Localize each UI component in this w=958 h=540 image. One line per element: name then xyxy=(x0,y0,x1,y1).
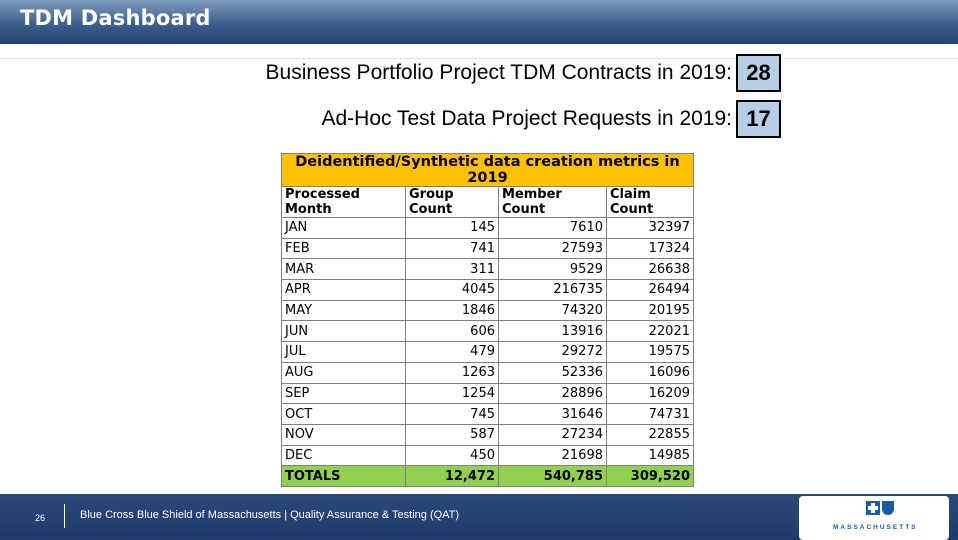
cell-claim-count: 26494 xyxy=(606,279,694,301)
table-totals-row: TOTALS 12,472 540,785 309,520 xyxy=(281,465,694,487)
metric-label-requests: Ad-Hoc Test Data Project Requests in 201… xyxy=(321,107,733,130)
table-row: MAR 311 9529 26638 xyxy=(281,258,694,281)
cell-month: MAY xyxy=(281,299,406,322)
cell-group-count: 311 xyxy=(405,258,499,281)
header-claim-count: Claim Count xyxy=(606,186,694,218)
cell-claim-count: 26638 xyxy=(606,258,694,281)
cell-member-count: 216735 xyxy=(498,279,607,301)
cell-member-count: 27234 xyxy=(498,423,607,446)
cell-month: MAR xyxy=(281,258,406,281)
bcbs-logo: MASSACHUSETTS xyxy=(799,496,949,540)
cell-claim-count: 17324 xyxy=(606,237,694,260)
cell-claim-count: 16209 xyxy=(606,382,694,405)
cell-group-count: 450 xyxy=(405,444,499,467)
cell-member-count: 7610 xyxy=(498,217,607,239)
footer-divider xyxy=(64,504,65,528)
cell-month: OCT xyxy=(281,403,406,425)
table-caption-row: Deidentified/Synthetic data creation met… xyxy=(281,153,694,187)
totals-claim-count: 309,520 xyxy=(606,465,694,487)
header-group-count: Group Count xyxy=(405,186,499,218)
cell-group-count: 745 xyxy=(405,403,499,425)
cell-claim-count: 14985 xyxy=(606,444,694,467)
cell-claim-count: 32397 xyxy=(606,217,694,239)
table-row: JUL 479 29272 19575 xyxy=(281,341,694,363)
cell-month: DEC xyxy=(281,444,406,467)
totals-group-count: 12,472 xyxy=(405,465,499,487)
cell-month: FEB xyxy=(281,237,406,260)
table-row: MAY 1846 74320 20195 xyxy=(281,299,694,322)
cell-claim-count: 20195 xyxy=(606,299,694,322)
cell-group-count: 1254 xyxy=(405,382,499,405)
cell-month: JUN xyxy=(281,320,406,343)
cell-claim-count: 16096 xyxy=(606,361,694,384)
slide-title: TDM Dashboard xyxy=(20,6,211,30)
cell-month: SEP xyxy=(281,382,406,405)
table-header-row: Processed Month Group Count Member Count… xyxy=(281,186,694,218)
cell-claim-count: 19575 xyxy=(606,341,694,363)
cell-month: JAN xyxy=(281,217,406,239)
table-row: NOV 587 27234 22855 xyxy=(281,423,694,446)
cell-group-count: 587 xyxy=(405,423,499,446)
table-row: FEB 741 27593 17324 xyxy=(281,237,694,260)
cell-member-count: 13916 xyxy=(498,320,607,343)
shield-icon xyxy=(882,501,894,515)
cell-member-count: 29272 xyxy=(498,341,607,363)
table-row: JAN 145 7610 32397 xyxy=(281,217,694,239)
cell-group-count: 4045 xyxy=(405,279,499,301)
table-row: DEC 450 21698 14985 xyxy=(281,444,694,467)
cell-claim-count: 74731 xyxy=(606,403,694,425)
cell-group-count: 606 xyxy=(405,320,499,343)
table-body: JAN 145 7610 32397 FEB 741 27593 17324 MAR 311 952… xyxy=(281,217,694,467)
cell-group-count: 741 xyxy=(405,237,499,260)
header-processed-month: Processed Month xyxy=(281,186,406,218)
totals-label: TOTALS xyxy=(281,465,406,487)
table-row: JUN 606 13916 22021 xyxy=(281,320,694,343)
cell-member-count: 28896 xyxy=(498,382,607,405)
table-row: SEP 1254 28896 16209 xyxy=(281,382,694,405)
table-row: OCT 745 31646 74731 xyxy=(281,403,694,425)
cell-group-count: 145 xyxy=(405,217,499,239)
cell-claim-count: 22021 xyxy=(606,320,694,343)
cell-member-count: 27593 xyxy=(498,237,607,260)
title-divider xyxy=(0,58,958,59)
cell-claim-count: 22855 xyxy=(606,423,694,446)
cell-month: AUG xyxy=(281,361,406,384)
title-bar: TDM Dashboard xyxy=(0,0,958,44)
totals-member-count: 540,785 xyxy=(498,465,607,487)
cell-month: APR xyxy=(281,279,406,301)
footer-text: Blue Cross Blue Shield of Massachusetts … xyxy=(80,509,460,521)
cell-month: JUL xyxy=(281,341,406,363)
table-row: AUG 1263 52336 16096 xyxy=(281,361,694,384)
cell-member-count: 31646 xyxy=(498,403,607,425)
cell-member-count: 52336 xyxy=(498,361,607,384)
table-row: APR 4045 216735 26494 xyxy=(281,279,694,301)
metric-label-contracts: Business Portfolio Project TDM Contracts… xyxy=(265,61,732,84)
logo-text: MASSACHUSETTS xyxy=(833,524,918,531)
header-member-count: Member Count xyxy=(498,186,607,218)
cell-member-count: 21698 xyxy=(498,444,607,467)
cross-icon xyxy=(866,501,880,515)
metric-value-contracts: 28 xyxy=(736,54,781,92)
cell-group-count: 479 xyxy=(405,341,499,363)
cell-member-count: 74320 xyxy=(498,299,607,322)
cell-month: NOV xyxy=(281,423,406,446)
table-caption: Deidentified/Synthetic data creation met… xyxy=(281,153,694,187)
page-number: 26 xyxy=(35,513,46,523)
metric-value-requests: 17 xyxy=(736,100,781,138)
cell-member-count: 9529 xyxy=(498,258,607,281)
cell-group-count: 1846 xyxy=(405,299,499,322)
metrics-table: Deidentified/Synthetic data creation met… xyxy=(281,153,694,487)
footer-bar xyxy=(0,494,958,540)
cell-group-count: 1263 xyxy=(405,361,499,384)
